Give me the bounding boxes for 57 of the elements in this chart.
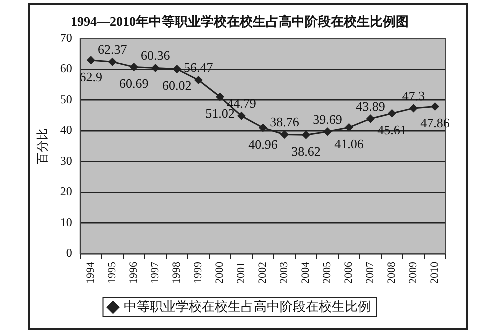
legend-label: 中等职业学校在校生占高中阶段在校生比例	[124, 298, 371, 314]
y-tick-label: 20	[60, 184, 72, 199]
y-tick-label: 50	[60, 92, 72, 106]
x-tick-label: 2003	[278, 262, 291, 284]
point	[87, 56, 96, 64]
y-axis-title: 百分比	[35, 128, 50, 164]
data-label: 40.96	[248, 136, 278, 152]
x-tick-label: 1997	[150, 262, 162, 284]
x-tick-label: 2004	[300, 262, 312, 284]
point	[108, 58, 117, 66]
point	[216, 93, 224, 101]
point	[152, 64, 160, 72]
data-label: 39.69	[313, 112, 342, 127]
data-label: 60.02	[162, 78, 192, 94]
chart-title: 1994—2010年中等职业学校在校生占高中阶段在校生比例图	[71, 14, 409, 30]
x-tick-label: 1995	[106, 262, 119, 284]
point	[324, 128, 332, 136]
data-label: 47.3	[402, 88, 426, 104]
y-tick-label: 60	[60, 62, 72, 76]
point	[259, 124, 268, 132]
x-tick-label: 2000	[214, 262, 226, 284]
data-label: 51.02	[206, 106, 235, 121]
y-tick-label: 40	[60, 123, 72, 138]
x-tick-label: 2002	[257, 262, 270, 284]
point	[238, 112, 246, 120]
point	[388, 110, 396, 118]
point	[410, 104, 418, 112]
point	[280, 130, 289, 139]
point	[302, 131, 310, 140]
data-label: 41.06	[334, 136, 364, 152]
point	[173, 65, 182, 74]
point	[130, 63, 138, 72]
point	[431, 102, 440, 111]
point	[345, 124, 354, 132]
data-label: 60.36	[141, 48, 171, 64]
y-tick-label: 10	[60, 215, 72, 230]
data-label: 38.62	[292, 144, 321, 160]
data-label: 38.76	[270, 114, 300, 130]
x-tick-label: 1998	[171, 262, 184, 284]
x-tick-label: 1996	[128, 262, 140, 284]
point	[366, 114, 375, 123]
x-tick-label: 2009	[408, 262, 420, 284]
y-tick-label: 70	[60, 30, 72, 45]
point	[194, 76, 203, 84]
y-tick-label: 30	[60, 154, 72, 168]
x-tick-label: 1994	[85, 262, 98, 284]
data-label: 62.37	[98, 42, 128, 57]
x-tick-label: 2001	[236, 262, 248, 284]
data-label: 60.69	[120, 76, 149, 92]
x-tick-label: 2005	[322, 262, 334, 284]
x-tick-label: 1999	[192, 262, 205, 284]
y-tick-label: 0	[66, 246, 72, 260]
x-tick-label: 2006	[343, 262, 356, 284]
x-tick-label: 2007	[364, 262, 377, 284]
x-tick-label: 2008	[386, 262, 398, 284]
x-tick-label: 2010	[429, 262, 442, 284]
data-label: 43.89	[356, 98, 386, 114]
